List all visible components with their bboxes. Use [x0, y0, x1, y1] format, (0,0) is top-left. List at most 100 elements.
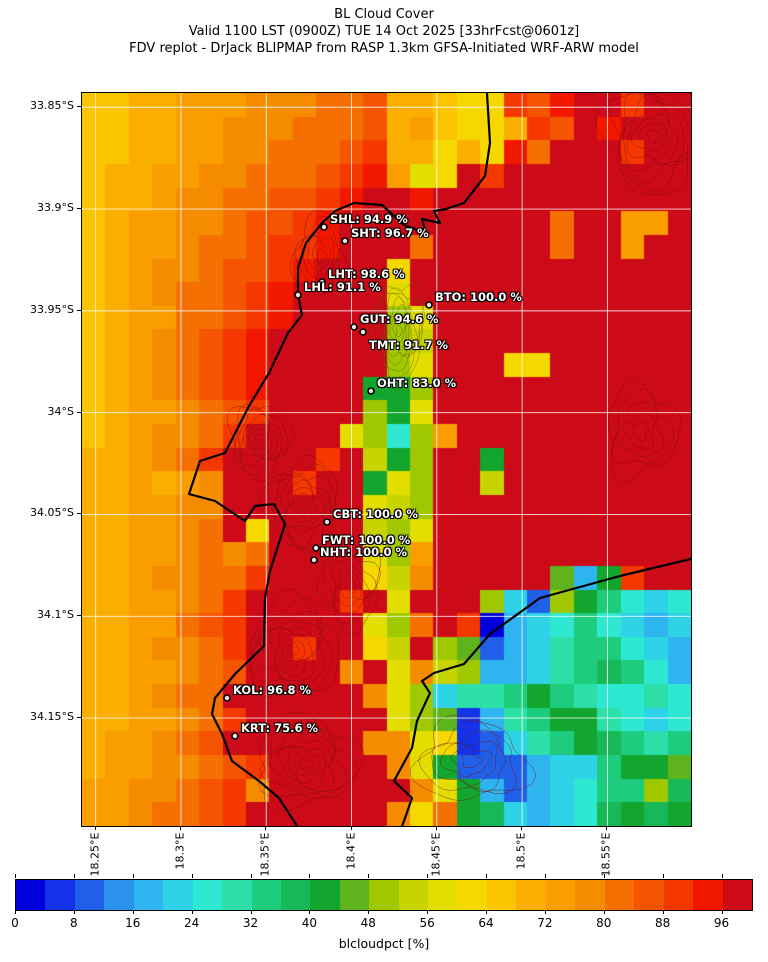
colorbar-tick-label: 80	[596, 916, 612, 930]
colorbar-segment	[339, 880, 370, 910]
coastline	[392, 557, 691, 826]
colorbar-tick-mark	[132, 910, 134, 914]
colorbar-tick-label: 88	[655, 916, 671, 930]
terrain-contour	[461, 753, 483, 768]
station-label-LHT: LHT: 98.6 %	[328, 267, 405, 281]
station-label-KRT: KRT: 75.6 %	[241, 721, 318, 735]
colorbar-tick-mark	[486, 874, 488, 878]
terrain-contour	[299, 756, 314, 769]
terrain-contour	[268, 626, 320, 677]
colorbar-segment	[222, 880, 252, 910]
terrain-contour	[389, 313, 407, 352]
x-tick-label: 18.45°E	[429, 832, 443, 877]
terrain-contour	[253, 433, 265, 446]
colorbar-tick-label: 72	[537, 916, 553, 930]
terrain-contour	[609, 93, 691, 191]
station-label-FWT: FWT: 100.0 %	[322, 533, 411, 547]
terrain-contour	[396, 325, 403, 337]
x-tick-mark	[435, 826, 437, 830]
station-label-TMT: TMT: 91.7 %	[369, 338, 449, 352]
colorbar-segment	[545, 880, 576, 910]
terrain-contour	[618, 93, 691, 184]
terrain-contour	[259, 728, 348, 795]
colorbar-tick-mark	[721, 874, 723, 878]
colorbar-segment	[16, 880, 46, 910]
station-dot-GUT	[350, 323, 358, 331]
terrain-contour	[608, 377, 682, 482]
terrain-contour	[281, 473, 330, 539]
x-tick-mark	[94, 826, 96, 830]
colorbar-segment	[722, 880, 752, 910]
colorbar-segment	[428, 880, 458, 910]
x-tick-mark	[265, 826, 267, 830]
station-dot-LHT	[318, 278, 326, 286]
terrain-contour	[258, 718, 359, 799]
terrain-contour	[259, 620, 324, 681]
colorbar	[15, 879, 753, 911]
y-tick-mark	[77, 309, 81, 311]
terrain-contour	[267, 732, 337, 793]
colorbar-tick-mark	[250, 874, 252, 878]
terrain-contour	[595, 93, 691, 195]
station-dot-SHT	[341, 237, 349, 245]
terrain-contour	[289, 210, 351, 296]
title-block: BL Cloud Cover Valid 1100 LST (0900Z) TU…	[0, 6, 768, 57]
colorbar-tick-mark	[721, 910, 723, 914]
y-tick-label: 34.1°S	[37, 608, 74, 622]
terrain-contour	[316, 546, 381, 635]
colorbar-tick-mark	[662, 874, 664, 878]
colorbar-tick-label: 16	[125, 916, 141, 930]
colorbar-tick-mark	[250, 910, 252, 914]
colorbar-tick-mark	[15, 874, 16, 878]
station-dot-SHL	[320, 223, 328, 231]
terrain-contour	[345, 577, 356, 594]
colorbar-tick-label: 40	[301, 916, 318, 930]
colorbar-segment	[604, 880, 635, 910]
terrain-contour	[646, 129, 661, 144]
terrain-contour	[632, 421, 649, 442]
colorbar-segment	[310, 880, 340, 910]
station-label-GUT: GUT: 94.6 %	[360, 312, 439, 326]
coastline	[187, 93, 492, 826]
terrain-contour	[291, 492, 312, 518]
colorbar-segment	[634, 880, 664, 910]
terrain-contour	[226, 405, 295, 482]
terrain-contour	[381, 292, 423, 372]
station-dot-BTO	[425, 301, 433, 309]
terrain-contour	[294, 216, 342, 293]
colorbar-tick-mark	[191, 910, 193, 914]
terrain-contour	[630, 113, 671, 160]
terrain-contour	[242, 422, 272, 456]
colorbar-segment	[104, 880, 134, 910]
terrain-contour	[282, 633, 305, 662]
colorbar-tick-mark	[544, 910, 546, 914]
colorbar-segment	[133, 880, 164, 910]
x-tick-label: 18.5°E	[514, 832, 528, 870]
x-tick-mark	[350, 826, 352, 830]
cloud-cover-heatmap	[82, 93, 691, 826]
terrain-contour	[392, 320, 406, 344]
colorbar-segment	[575, 880, 605, 910]
colorbar-segment	[457, 880, 487, 910]
colorbar-tick-mark	[73, 874, 75, 878]
y-tick-mark	[77, 615, 81, 617]
terrain-contour	[623, 411, 655, 450]
colorbar-segment	[369, 880, 399, 910]
y-tick-label: 33.85°S	[30, 99, 74, 113]
y-tick-label: 33.95°S	[30, 302, 74, 316]
terrain-contour	[323, 552, 381, 625]
terrain-contour	[440, 740, 498, 786]
plot-model-line: FDV replot - DrJack BLIPMAP from RASP 1.…	[129, 41, 639, 56]
colorbar-tick-label: 64	[478, 916, 494, 930]
terrain-contour	[312, 240, 332, 273]
x-tick-mark	[606, 826, 608, 830]
station-dot-LHL	[294, 291, 302, 299]
station-dot-KOL	[223, 694, 231, 702]
colorbar-segment	[663, 880, 694, 910]
colorbar-tick-mark	[603, 874, 605, 878]
terrain-contour	[240, 413, 278, 460]
terrain-contour	[331, 559, 377, 614]
station-label-SHT: SHT: 96.7 %	[351, 226, 429, 240]
terrain-contour	[277, 628, 313, 671]
colorbar-segment	[45, 880, 75, 910]
